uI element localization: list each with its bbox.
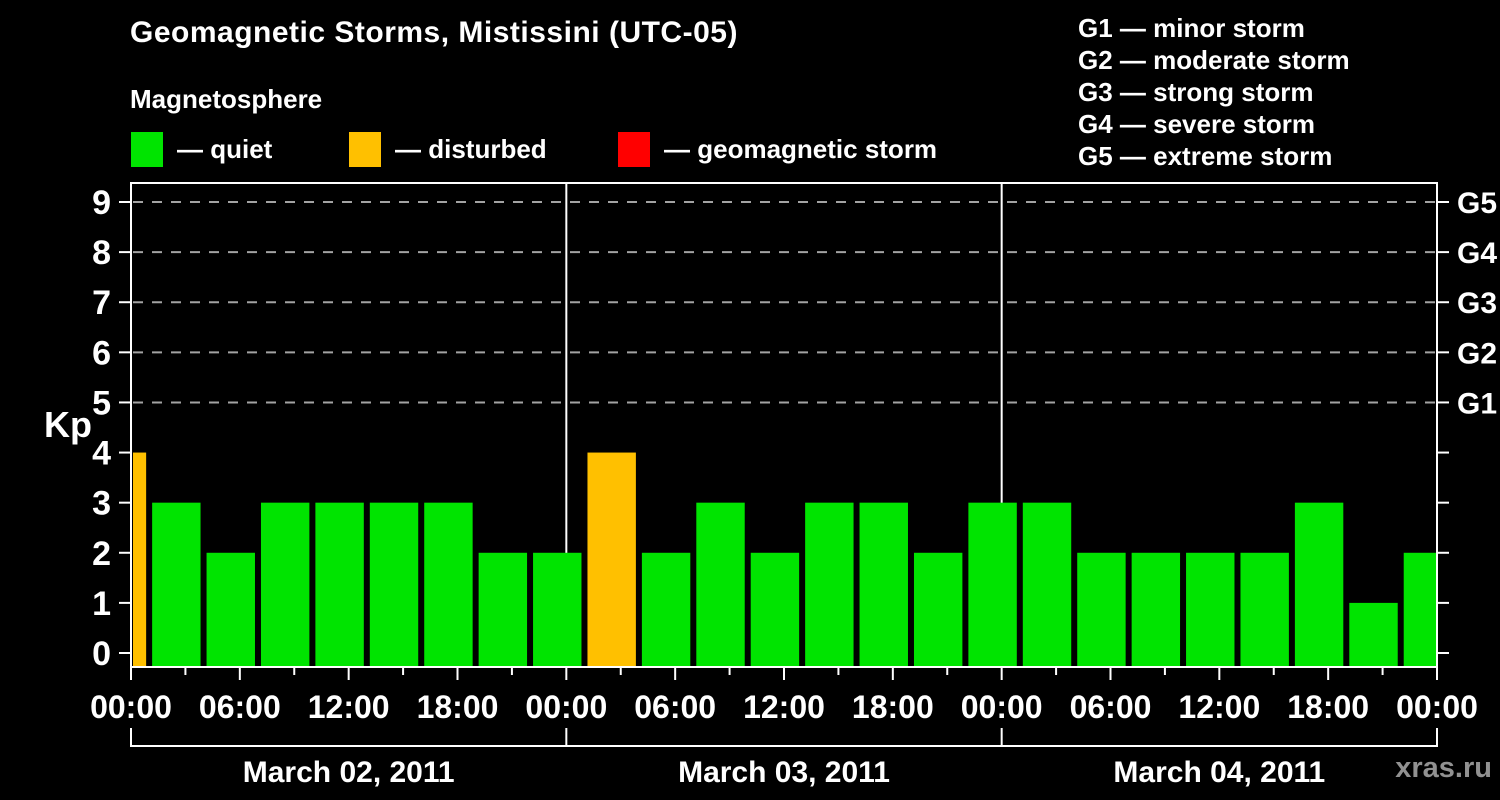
kp-bar-quiet-1h xyxy=(152,502,201,667)
kp-bar-quiet-16h xyxy=(424,502,473,667)
x-time-label: 00:00 xyxy=(961,689,1043,725)
kp-bar-quiet-55h xyxy=(1131,552,1181,667)
kp-bar-quiet-49h xyxy=(1022,502,1072,667)
legend-label: — disturbed xyxy=(395,134,547,164)
page-title: Geomagnetic Storms, Mistissini (UTC-05) xyxy=(130,16,738,49)
kp-bar-quiet-67h xyxy=(1349,602,1398,667)
kp-bar-quiet-28h xyxy=(641,552,691,667)
storm-scale-line-g4: G4 — severe storm xyxy=(1078,109,1316,139)
gridlines xyxy=(133,201,1435,404)
kp-bar-quiet-10h xyxy=(315,502,364,667)
storm-scale-line-g3: G3 — strong storm xyxy=(1078,77,1314,107)
legend-item-quiet: — quiet xyxy=(131,132,272,167)
g-scale-label-G2: G2 xyxy=(1457,337,1497,370)
kp-bar-quiet-37h xyxy=(805,502,854,667)
kp-bar-disturbed-25h xyxy=(587,452,636,667)
y-tick-label: 2 xyxy=(92,535,111,573)
g-scale-label-G1: G1 xyxy=(1457,387,1497,420)
kp-bar-disturbed-0h xyxy=(133,452,147,667)
x-time-label: 00:00 xyxy=(1396,689,1478,725)
date-bracket: March 02, 2011 March 03, 2011 March 04, 20… xyxy=(130,728,1438,789)
kp-bar-quiet-19h xyxy=(478,552,528,667)
y-tick-label: 1 xyxy=(92,585,111,623)
kp-bar-quiet-70h xyxy=(1403,552,1437,667)
kp-bar-quiet-40h xyxy=(859,502,908,667)
y-tick-label: 8 xyxy=(92,234,111,272)
kp-bar-quiet-34h xyxy=(750,552,800,667)
magnetosphere-label: Magnetosphere xyxy=(130,84,323,114)
kp-bar-quiet-31h xyxy=(696,502,745,667)
g-scale-label-G3: G3 xyxy=(1457,287,1497,320)
xras-watermark: xras.ru xyxy=(1395,752,1492,784)
kp-bar-quiet-64h xyxy=(1294,502,1344,667)
kp-bars xyxy=(133,452,1437,667)
kp-bar-quiet-43h xyxy=(913,552,963,667)
storm-scale-line-g1: G1 — minor storm xyxy=(1078,13,1305,43)
x-time-label: 00:00 xyxy=(90,689,172,725)
y-tick-label: 3 xyxy=(92,485,111,523)
date-label: March 04, 2011 xyxy=(1113,756,1325,789)
x-time-label: 18:00 xyxy=(417,689,499,725)
kp-bar-quiet-13h xyxy=(369,502,419,667)
x-axis: 00:00 06:00 12:00 18:00 00:00 06:00 12:00 18:00… xyxy=(90,667,1478,725)
x-time-label: 18:00 xyxy=(1287,689,1369,725)
x-time-label: 06:00 xyxy=(634,689,716,725)
x-time-label: 12:00 xyxy=(743,689,825,725)
y-tick-label: 5 xyxy=(92,384,111,422)
date-label: March 03, 2011 xyxy=(678,756,890,789)
x-time-label: 12:00 xyxy=(308,689,390,725)
y-tick-label: 4 xyxy=(92,435,111,473)
storm-color-swatch xyxy=(618,132,650,167)
x-time-label: 00:00 xyxy=(525,689,607,725)
x-time-label: 12:00 xyxy=(1178,689,1260,725)
kp-bar-quiet-58h xyxy=(1186,552,1235,667)
y-tick-label: 6 xyxy=(92,334,111,372)
y-axis-title: Kp xyxy=(44,404,92,445)
legend-item-geomagnetic-storm: — geomagnetic storm xyxy=(618,132,937,167)
g-scale-label-G5: G5 xyxy=(1457,187,1497,220)
kp-bar-quiet-22h xyxy=(533,552,582,667)
y-axis: 0 1 2 3 4 5 6 7 8 9 G1 G2 G3 G4 G5 xyxy=(92,184,1497,673)
kp-bar-quiet-7h xyxy=(260,502,310,667)
g-scale-label-G4: G4 xyxy=(1457,237,1497,270)
storm-scale-legend: G1 — minor storm G2 — moderate storm G3 … xyxy=(1078,12,1350,172)
legend-item-disturbed: — disturbed xyxy=(349,132,547,167)
legend-label: — quiet xyxy=(177,134,273,164)
y-tick-label: 0 xyxy=(92,635,111,673)
storm-scale-line-g2: G2 — moderate storm xyxy=(1078,45,1350,75)
kp-bar-quiet-61h xyxy=(1240,552,1289,667)
x-time-label: 06:00 xyxy=(199,689,281,725)
kp-bar-quiet-52h xyxy=(1077,552,1126,667)
kp-bar-quiet-46h xyxy=(968,502,1017,667)
y-tick-label: 7 xyxy=(92,284,111,322)
y-tick-label: 9 xyxy=(92,184,111,222)
kp-bar-quiet-4h xyxy=(206,552,255,667)
legend-label: — geomagnetic storm xyxy=(664,134,938,164)
date-label: March 02, 2011 xyxy=(243,756,455,789)
storm-scale-line-g5: G5 — extreme storm xyxy=(1078,141,1333,171)
x-time-label: 06:00 xyxy=(1070,689,1152,725)
disturbed-color-swatch xyxy=(349,132,381,167)
quiet-color-swatch xyxy=(131,132,163,167)
x-time-label: 18:00 xyxy=(852,689,934,725)
